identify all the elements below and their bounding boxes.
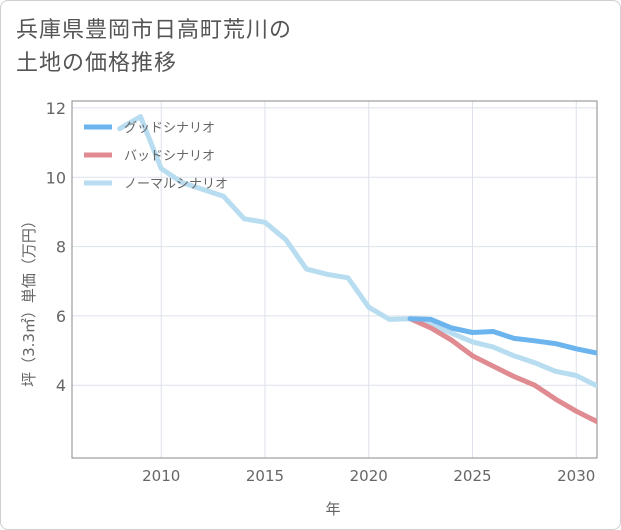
x-tick-label: 2030 [557, 467, 595, 485]
y-tick-label: 8 [56, 238, 66, 257]
x-tick-label: 2020 [350, 467, 388, 485]
series-lines [117, 114, 597, 425]
x-axis-label: 年 [325, 500, 340, 518]
y-tick-labels: 4 6 8 10 12 [46, 99, 66, 395]
x-tick-label: 2025 [453, 467, 491, 485]
chart-title-line-1: 兵庫県豊岡市日高町荒川の [16, 18, 293, 43]
x-tick-labels: 2010 2015 2020 2025 2030 [142, 467, 595, 485]
legend-label-1: バッドシナリオ [124, 149, 215, 164]
grid [72, 101, 597, 458]
legend-label-2: ノーマルシナリオ [124, 177, 228, 192]
plot-area-frame [71, 100, 598, 459]
series-line-2 [117, 114, 597, 389]
chart-title-line-2: 土地の価格推移 [16, 51, 178, 76]
y-tick-label: 6 [56, 307, 66, 326]
legend-label-0: グッドシナリオ [124, 121, 215, 136]
series-line-1 [407, 316, 597, 425]
y-tick-label: 4 [56, 376, 66, 395]
y-axis-label: 坪（3.3㎡）単価（万円） [20, 213, 38, 387]
y-tick-label: 12 [46, 99, 66, 118]
x-tick-label: 2010 [142, 467, 180, 485]
series-line-0 [407, 316, 597, 356]
chart-title: 兵庫県豊岡市日高町荒川の 土地の価格推移 [16, 14, 292, 80]
x-tick-label: 2015 [246, 467, 284, 485]
y-tick-label: 10 [46, 168, 66, 187]
